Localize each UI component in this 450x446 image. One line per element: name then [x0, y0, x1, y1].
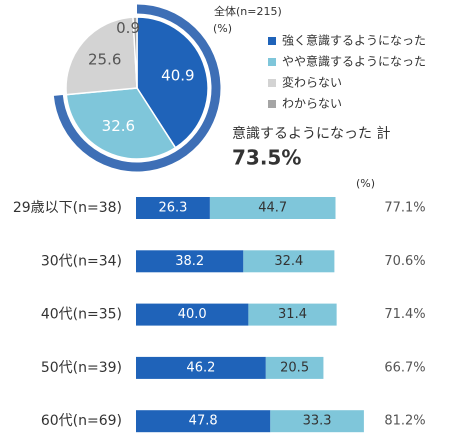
- category-label: 50代(n=39): [41, 360, 122, 376]
- bar-segment: [136, 250, 244, 273]
- pie-slice: [65, 87, 177, 160]
- slice-label: 40.9: [161, 66, 194, 84]
- legend-label: やや意識するようになった: [282, 54, 426, 69]
- pie-unit: (%): [213, 22, 232, 35]
- bar-value-label: 20.5: [280, 360, 309, 375]
- total-label: 70.6%: [384, 254, 425, 269]
- bar-value-label: 33.3: [303, 414, 332, 429]
- pie-slice: [132, 16, 138, 89]
- bar-value-label: 26.3: [158, 201, 187, 216]
- bar-segment: [209, 197, 336, 219]
- bar-value-label: 46.2: [186, 360, 215, 375]
- bar-segment: [243, 250, 335, 273]
- bar-segment: [265, 356, 324, 379]
- bar-value-label: 44.7: [258, 201, 287, 216]
- category-label: 40代(n=35): [41, 307, 122, 323]
- legend-label: 変わらない: [282, 75, 342, 90]
- bar-segment: [136, 356, 266, 379]
- legend-swatch: [268, 37, 276, 45]
- bar-segment: [136, 410, 271, 433]
- bar-value-label: 32.4: [274, 254, 303, 269]
- bar-value-label: 38.2: [175, 254, 204, 269]
- bar-segment: [270, 410, 364, 433]
- total-label: 66.7%: [384, 360, 425, 375]
- bar-value-label: 47.8: [189, 414, 218, 429]
- legend-label: わからない: [282, 97, 342, 111]
- legend-swatch: [268, 79, 276, 87]
- category-label: 29歳以下(n=38): [13, 200, 122, 216]
- pie-title: 全体(n=215): [214, 4, 282, 18]
- highlight-label: 意識するようになった 計: [232, 125, 390, 142]
- bar-value-label: 31.4: [278, 307, 307, 322]
- legend-swatch: [268, 100, 276, 108]
- category-label: 60代(n=69): [41, 413, 122, 429]
- bar-segment: [136, 197, 210, 219]
- slice-label: 0.9: [116, 19, 140, 37]
- bar-unit: (%): [356, 177, 375, 190]
- total-label: 71.4%: [384, 307, 425, 322]
- slice-label: 32.6: [102, 117, 135, 135]
- highlight-value: 73.5%: [232, 146, 301, 170]
- total-label: 81.2%: [384, 414, 425, 429]
- slice-label: 25.6: [88, 51, 121, 69]
- bar-segment: [248, 303, 337, 326]
- legend-swatch: [268, 58, 276, 66]
- bar-value-label: 40.0: [178, 307, 207, 322]
- total-label: 77.1%: [384, 201, 425, 216]
- pie-slice: [65, 16, 138, 96]
- highlight-ring: [53, 4, 221, 172]
- category-label: 30代(n=34): [41, 253, 122, 269]
- legend-label: 強く意識するようになった: [282, 33, 426, 48]
- bar-segment: [136, 303, 249, 326]
